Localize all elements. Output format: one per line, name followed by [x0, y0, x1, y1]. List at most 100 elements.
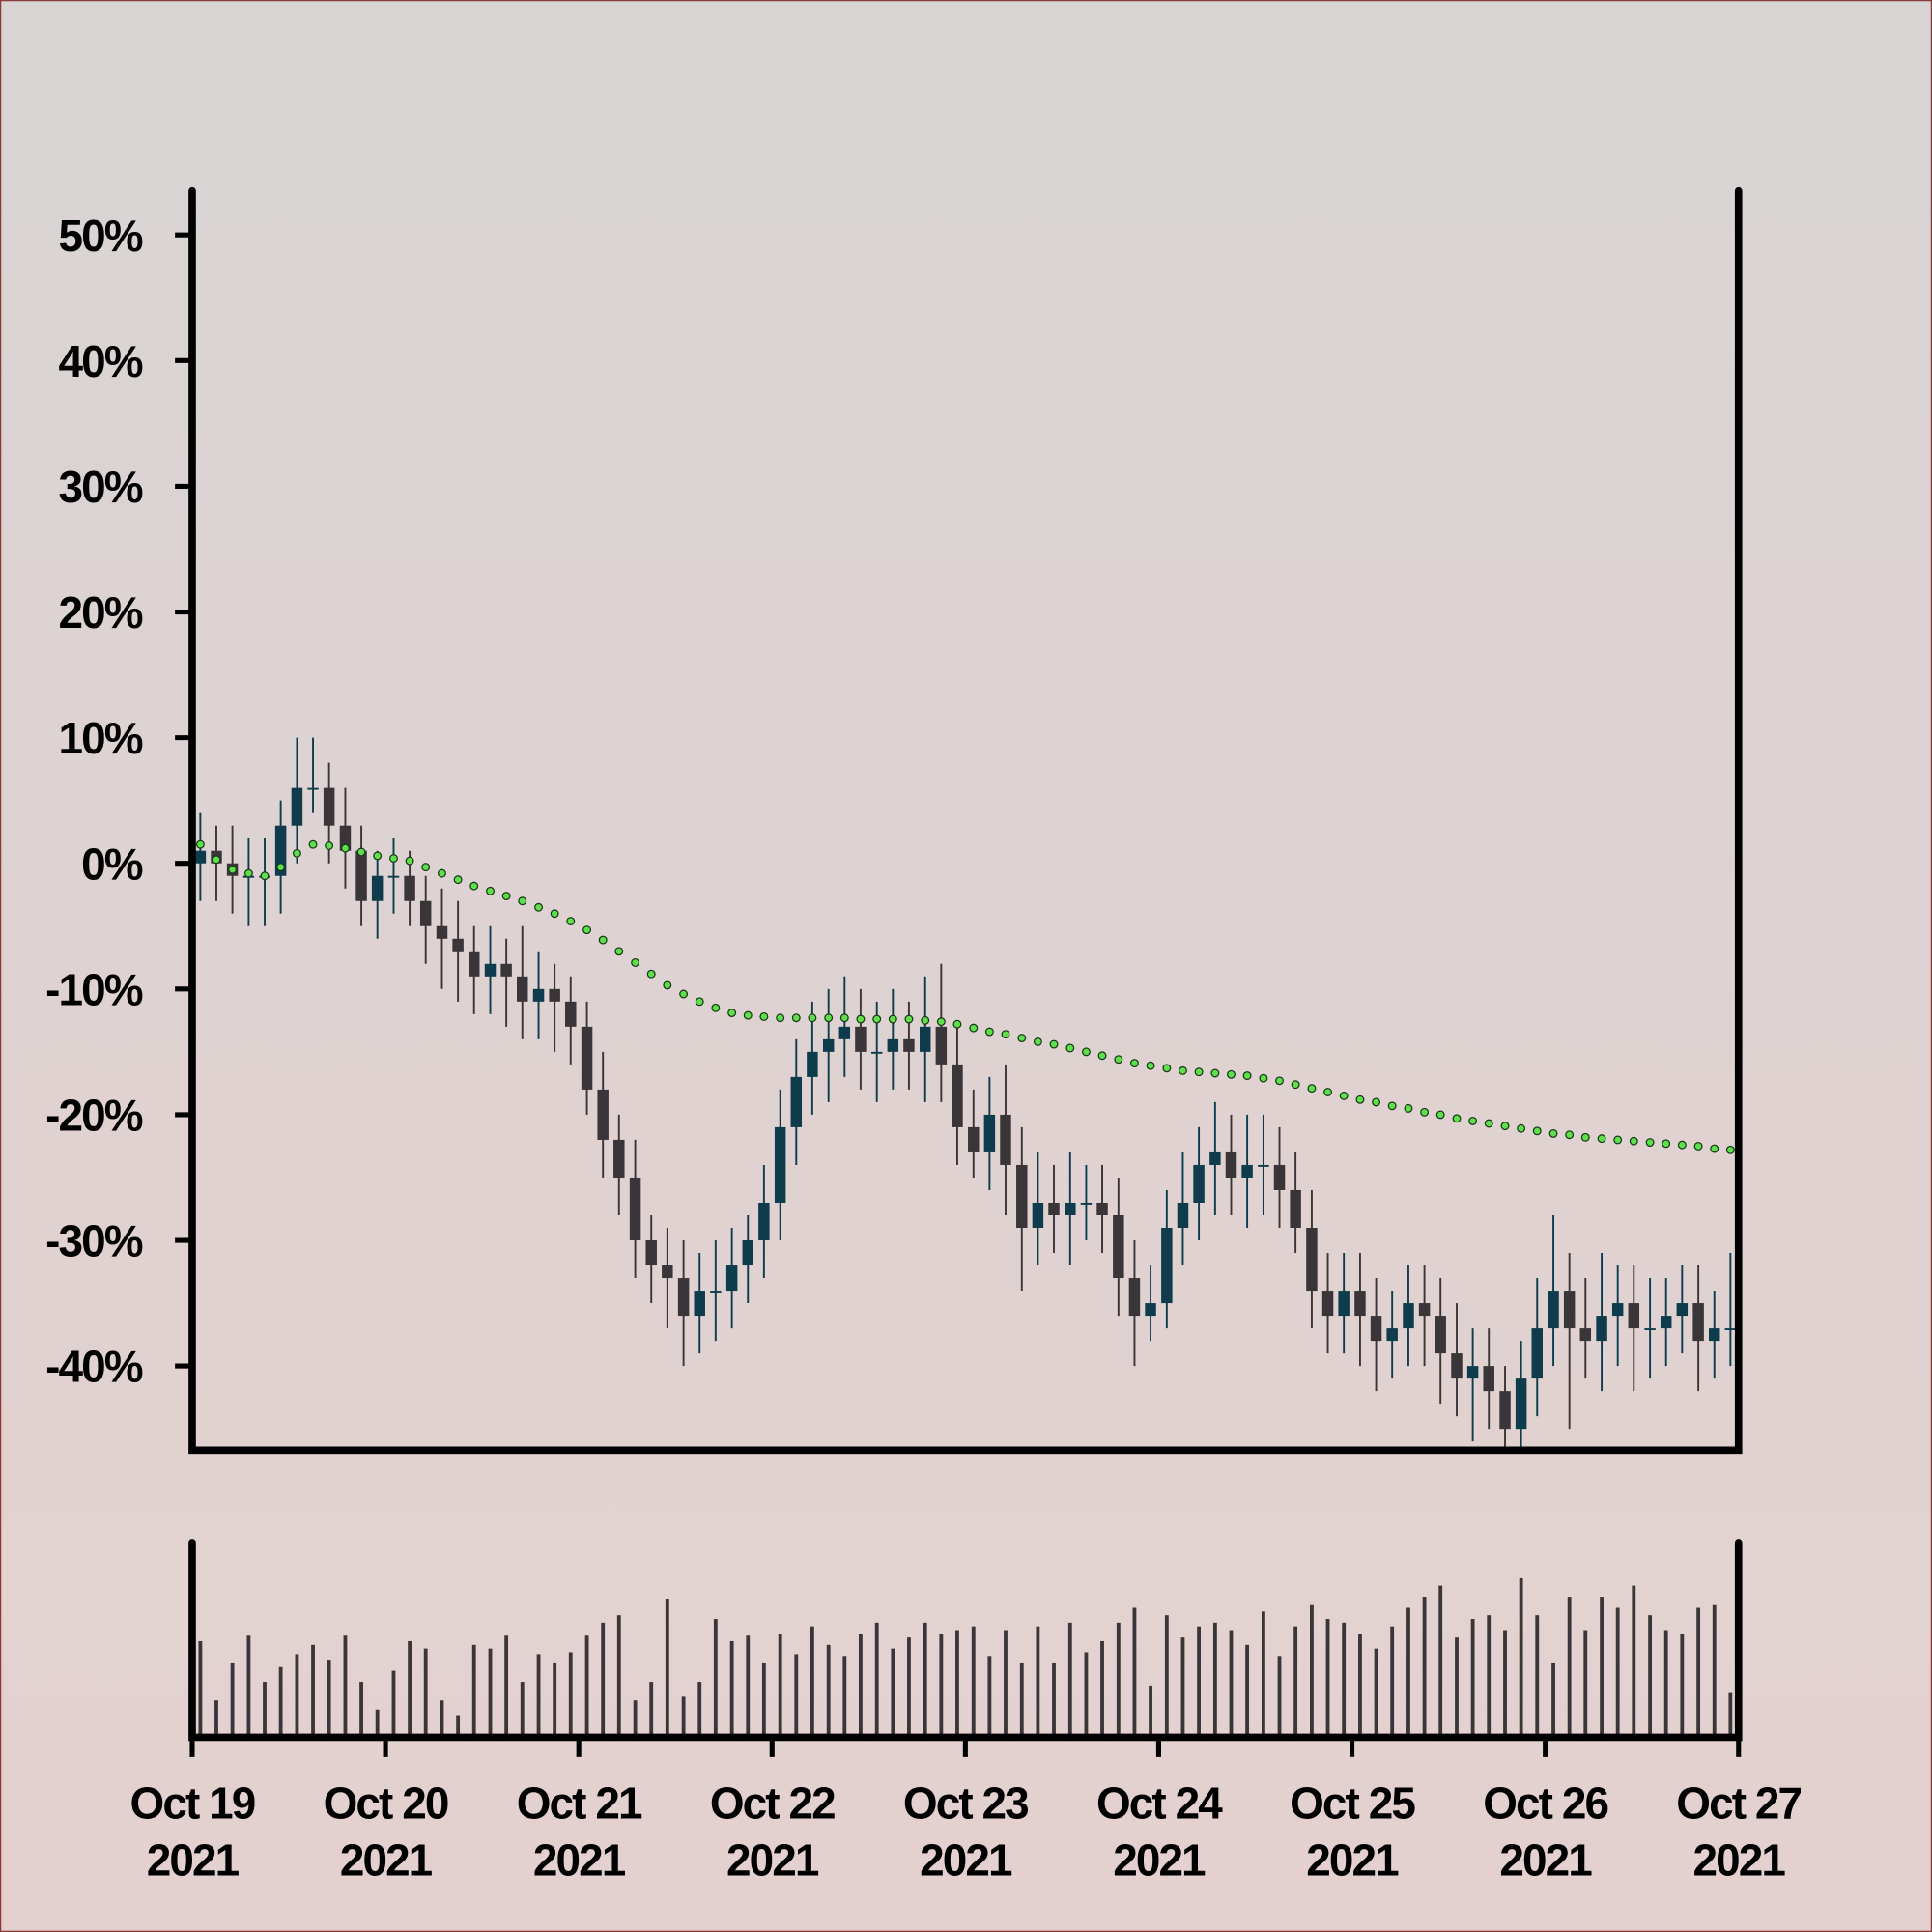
ma-dot [969, 1023, 979, 1033]
volume-bar [794, 1654, 799, 1738]
volume-bar [520, 1682, 525, 1738]
ma-dot [1081, 1047, 1091, 1057]
volume-bar [665, 1598, 669, 1738]
volume-bar [1212, 1622, 1217, 1738]
candle-body [1644, 1328, 1656, 1330]
y-tick-label: 50% [59, 211, 143, 261]
volume-bar [1663, 1630, 1668, 1738]
candle-body [1724, 1328, 1737, 1330]
ma-dot [469, 881, 479, 891]
ma-dot [1017, 1034, 1027, 1043]
ma-dot [598, 935, 608, 945]
volume-bar [1455, 1637, 1459, 1738]
candle-body [822, 1038, 835, 1052]
volume-bar [1358, 1634, 1362, 1738]
candle-body [565, 1001, 577, 1027]
ma-dot [839, 1013, 849, 1023]
volume-bar [1067, 1622, 1072, 1738]
volume-bar [1632, 1585, 1636, 1738]
candle-body [903, 1038, 915, 1052]
y-tick-label: 40% [59, 336, 143, 386]
volume-bar [584, 1635, 589, 1738]
volume-bar [601, 1622, 606, 1738]
ma-dot [212, 855, 221, 865]
volume-bar [198, 1640, 203, 1738]
x-tick-label: Oct 23 2021 [903, 1778, 1028, 1886]
candle-body [1548, 1291, 1559, 1329]
volume-bar [1004, 1630, 1008, 1738]
ma-dot [1001, 1030, 1010, 1039]
ma-dot [1645, 1138, 1655, 1148]
ma-dot [1404, 1103, 1413, 1113]
ma-dot [1484, 1119, 1493, 1128]
ma-dot [952, 1019, 962, 1029]
ma-dot [421, 863, 431, 872]
ma-dot [743, 1010, 753, 1020]
candle-body [1611, 1303, 1624, 1317]
ma-dot [1339, 1091, 1349, 1100]
x-tick-label: Oct 21 2021 [517, 1778, 642, 1886]
ma-dot [727, 1009, 737, 1018]
volume-bar [1310, 1604, 1314, 1738]
ma-dot [1372, 1097, 1381, 1107]
candle-body [1483, 1366, 1494, 1392]
candle-body [1563, 1291, 1576, 1329]
ma-dot [1162, 1064, 1172, 1073]
candle-body [1338, 1291, 1350, 1317]
volume-bar [1116, 1622, 1121, 1738]
ma-dot [1548, 1128, 1558, 1138]
volume-bar [1406, 1607, 1410, 1738]
candle-body [1145, 1303, 1156, 1317]
candle-body [952, 1064, 963, 1127]
volume-bar [1229, 1630, 1234, 1738]
candle-body [807, 1051, 818, 1077]
volume-bar [391, 1670, 396, 1738]
ma-dot [776, 1013, 785, 1023]
ma-dot [1468, 1116, 1478, 1125]
ma-dot [534, 902, 544, 912]
volume-bar [1615, 1607, 1620, 1738]
ma-dot [1452, 1114, 1462, 1123]
candle-body [629, 1177, 641, 1241]
candle-body [758, 1202, 770, 1241]
candle-body [1403, 1303, 1414, 1329]
candle-body [1579, 1328, 1592, 1342]
y-tick-label: 0% [81, 838, 143, 889]
x-tick-label: Oct 20 2021 [324, 1778, 448, 1886]
candle-body [532, 988, 545, 1002]
ma-dot [1049, 1039, 1059, 1049]
x-tick-label: Oct 27 2021 [1676, 1778, 1801, 1886]
candle-body [1258, 1164, 1269, 1167]
candle-body [307, 787, 319, 790]
volume-bar [874, 1622, 879, 1738]
candle-body [1692, 1303, 1704, 1342]
volume-bar [616, 1615, 621, 1738]
ma-dot [1210, 1068, 1220, 1078]
ma-dot [1065, 1043, 1075, 1053]
candle-body [291, 787, 303, 826]
volume-bar [1680, 1634, 1685, 1738]
ma-dot [325, 841, 334, 850]
ma-dot [1114, 1055, 1123, 1065]
ma-dot [1146, 1061, 1155, 1070]
volume-bar [471, 1644, 476, 1738]
candle-body [790, 1076, 803, 1127]
volume-bar [955, 1630, 959, 1738]
y-tick-label: 10% [59, 713, 143, 763]
y-tick-label: -30% [45, 1216, 143, 1266]
volume-bar [697, 1682, 702, 1738]
candle-body [694, 1291, 705, 1317]
ma-dot [808, 1013, 817, 1023]
candle-body [1386, 1328, 1398, 1342]
candle-body [1354, 1291, 1366, 1317]
volume-bar [1293, 1626, 1298, 1738]
ma-dot [936, 1017, 946, 1027]
y-tick-label: -20% [45, 1090, 143, 1140]
ma-dot [243, 868, 253, 878]
volume-bar [1551, 1662, 1555, 1738]
candle-body [419, 900, 432, 926]
ma-dot [1242, 1071, 1252, 1081]
ma-dot [373, 851, 383, 861]
volume-bar [1245, 1644, 1250, 1738]
volume-bar [504, 1635, 509, 1738]
